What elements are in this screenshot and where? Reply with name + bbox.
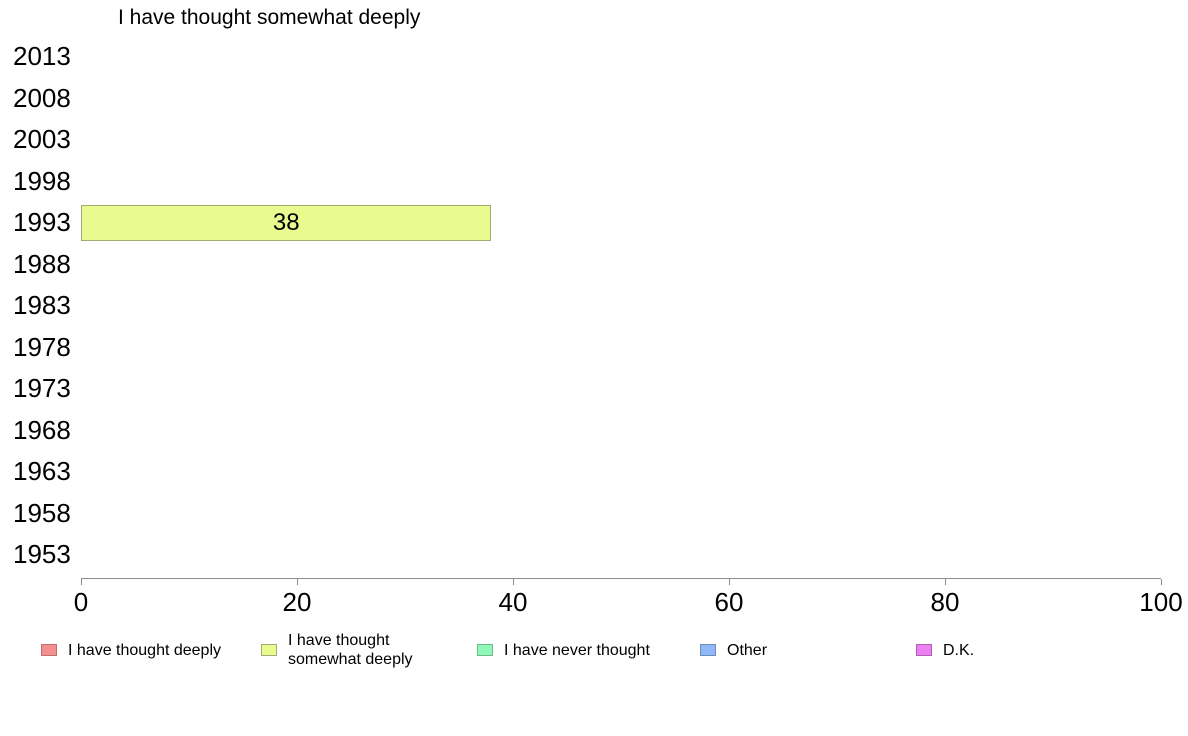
legend-label: I have never thought [504, 641, 650, 659]
x-axis-tick-label: 0 [73, 587, 89, 617]
x-axis-tick [297, 579, 298, 585]
y-axis-label: 1973 [13, 373, 71, 404]
legend-label: Other [727, 641, 768, 659]
x-axis-line [81, 578, 1161, 579]
legend-item: I have never thought [477, 630, 650, 670]
y-axis-label: 2013 [13, 41, 71, 72]
y-axis-label: 1963 [13, 456, 71, 487]
legend-item: Other [700, 630, 767, 670]
x-axis-tick-label: 80 [930, 587, 960, 617]
legend-label: I have thought somewhat deeply [288, 632, 413, 668]
x-axis-tick [81, 579, 82, 585]
legend-swatch-icon [700, 644, 716, 656]
chart-title: I have thought somewhat deeply [118, 6, 421, 29]
bar-value-label: 38 [272, 208, 300, 236]
y-axis-label: 1998 [13, 165, 71, 196]
y-axis-label: 1958 [13, 497, 71, 528]
y-axis-label: 1968 [13, 414, 71, 445]
y-axis-label: 2003 [13, 124, 71, 155]
bar: 38 [81, 204, 492, 241]
legend-label: I have thought deeply [68, 641, 222, 659]
legend-label: D.K. [943, 641, 975, 659]
y-axis-label: 1988 [13, 248, 71, 279]
legend-item: I have thought deeply [41, 630, 221, 670]
y-axis-label: 1953 [13, 539, 71, 570]
legend-swatch-icon [477, 644, 493, 656]
x-axis-tick [513, 579, 514, 585]
legend-swatch-icon [916, 644, 932, 656]
x-axis-tick [729, 579, 730, 585]
x-axis-tick-label: 100 [1139, 587, 1183, 617]
y-axis-label: 2008 [13, 82, 71, 113]
legend-swatch-icon [261, 644, 277, 656]
x-axis-tick-label: 40 [498, 587, 528, 617]
legend-item: I have thought somewhat deeply [261, 630, 413, 670]
y-axis-label: 1983 [13, 290, 71, 321]
legend-item: D.K. [916, 630, 974, 670]
y-axis-label: 1978 [13, 331, 71, 362]
x-axis-tick-label: 20 [282, 587, 312, 617]
x-axis-tick [945, 579, 946, 585]
x-axis-tick [1161, 579, 1162, 585]
legend-swatch-icon [41, 644, 57, 656]
y-axis-label: 1993 [13, 207, 71, 238]
x-axis-tick-label: 60 [714, 587, 744, 617]
